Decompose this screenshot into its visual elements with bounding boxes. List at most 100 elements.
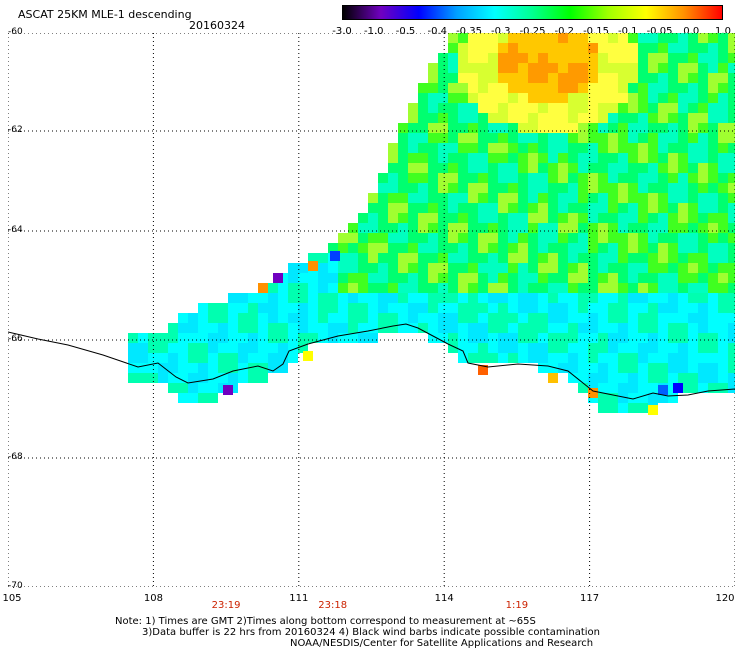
wind-cell — [348, 313, 358, 323]
wind-cell — [268, 323, 278, 333]
wind-cell — [328, 263, 338, 273]
wind-cell — [718, 343, 728, 353]
wind-cell — [438, 123, 448, 133]
wind-cell — [428, 323, 438, 333]
wind-cell — [698, 43, 708, 53]
wind-cell — [688, 373, 698, 383]
wind-cell — [548, 173, 558, 183]
wind-cell — [648, 113, 658, 123]
wind-cell — [428, 203, 438, 213]
wind-cell — [368, 263, 378, 273]
wind-cell — [638, 283, 648, 293]
wind-cell — [658, 293, 668, 303]
wind-cell — [648, 223, 658, 233]
wind-cell — [468, 163, 478, 173]
wind-cell — [528, 93, 538, 103]
wind-cell — [468, 213, 478, 223]
wind-cell — [708, 343, 718, 353]
wind-cell — [428, 213, 438, 223]
wind-cell — [708, 213, 718, 223]
wind-cell — [338, 283, 348, 293]
wind-cell — [248, 303, 258, 313]
wind-cell — [458, 83, 468, 93]
wind-cell — [338, 313, 348, 323]
wind-cell — [398, 253, 408, 263]
wind-cell — [538, 163, 548, 173]
wind-cell — [378, 273, 388, 283]
wind-cell — [598, 353, 608, 363]
wind-cell — [578, 153, 588, 163]
wind-cell — [428, 273, 438, 283]
wind-cell — [598, 283, 608, 293]
wind-cell — [608, 223, 618, 233]
wind-cell — [358, 253, 368, 263]
wind-cell — [578, 43, 588, 53]
wind-cell — [198, 343, 208, 353]
wind-cell — [458, 133, 468, 143]
wind-cell — [558, 243, 568, 253]
wind-cell — [268, 333, 278, 343]
wind-cell — [658, 113, 668, 123]
wind-cell-anomaly — [258, 283, 268, 293]
wind-cell — [608, 43, 618, 53]
wind-cell — [438, 233, 448, 243]
wind-cell — [588, 113, 598, 123]
wind-cell — [538, 133, 548, 143]
wind-cell — [618, 363, 628, 373]
wind-cell — [168, 343, 178, 353]
wind-cell — [578, 173, 588, 183]
wind-cell — [508, 43, 518, 53]
colorbar-tick-label: -0.35 — [456, 26, 482, 37]
wind-cell — [308, 313, 318, 323]
wind-cell — [648, 323, 658, 333]
wind-cell — [358, 333, 368, 343]
wind-cell — [438, 133, 448, 143]
wind-cell — [588, 143, 598, 153]
wind-cell — [578, 63, 588, 73]
map-title: ASCAT 25KM MLE-1 descending — [18, 8, 192, 21]
wind-cell — [498, 313, 508, 323]
wind-cell — [608, 323, 618, 333]
wind-cell — [718, 213, 728, 223]
wind-cell — [678, 303, 688, 313]
wind-cell — [558, 73, 568, 83]
wind-cell — [458, 223, 468, 233]
wind-cell — [628, 403, 638, 413]
wind-cell — [728, 33, 735, 43]
wind-cell — [478, 103, 488, 113]
wind-cell — [678, 103, 688, 113]
wind-cell — [708, 233, 718, 243]
wind-cell — [658, 63, 668, 73]
wind-cell — [348, 333, 358, 343]
wind-cell — [288, 323, 298, 333]
wind-cell — [698, 333, 708, 343]
wind-cell — [698, 303, 708, 313]
wind-cell-anomaly — [658, 385, 668, 395]
wind-cell — [398, 203, 408, 213]
wind-cell — [348, 243, 358, 253]
wind-cell — [428, 253, 438, 263]
wind-cell — [448, 223, 458, 233]
colorbar-tick-label: -0.5 — [395, 26, 416, 37]
wind-cell — [638, 53, 648, 63]
wind-cell — [418, 213, 428, 223]
wind-cell — [638, 383, 648, 393]
wind-cell — [518, 313, 528, 323]
wind-cell — [568, 93, 578, 103]
wind-cell — [558, 53, 568, 63]
wind-cell — [568, 273, 578, 283]
wind-cell — [668, 123, 678, 133]
wind-cell — [538, 363, 548, 373]
wind-cell — [488, 273, 498, 283]
wind-cell — [548, 63, 558, 73]
wind-cell — [728, 173, 735, 183]
wind-cell — [598, 93, 608, 103]
wind-cell — [568, 153, 578, 163]
wind-cell — [208, 303, 218, 313]
wind-cell — [718, 133, 728, 143]
wind-cell — [198, 373, 208, 383]
wind-cell — [528, 323, 538, 333]
wind-cell — [518, 173, 528, 183]
wind-cell — [718, 263, 728, 273]
wind-cell — [328, 313, 338, 323]
